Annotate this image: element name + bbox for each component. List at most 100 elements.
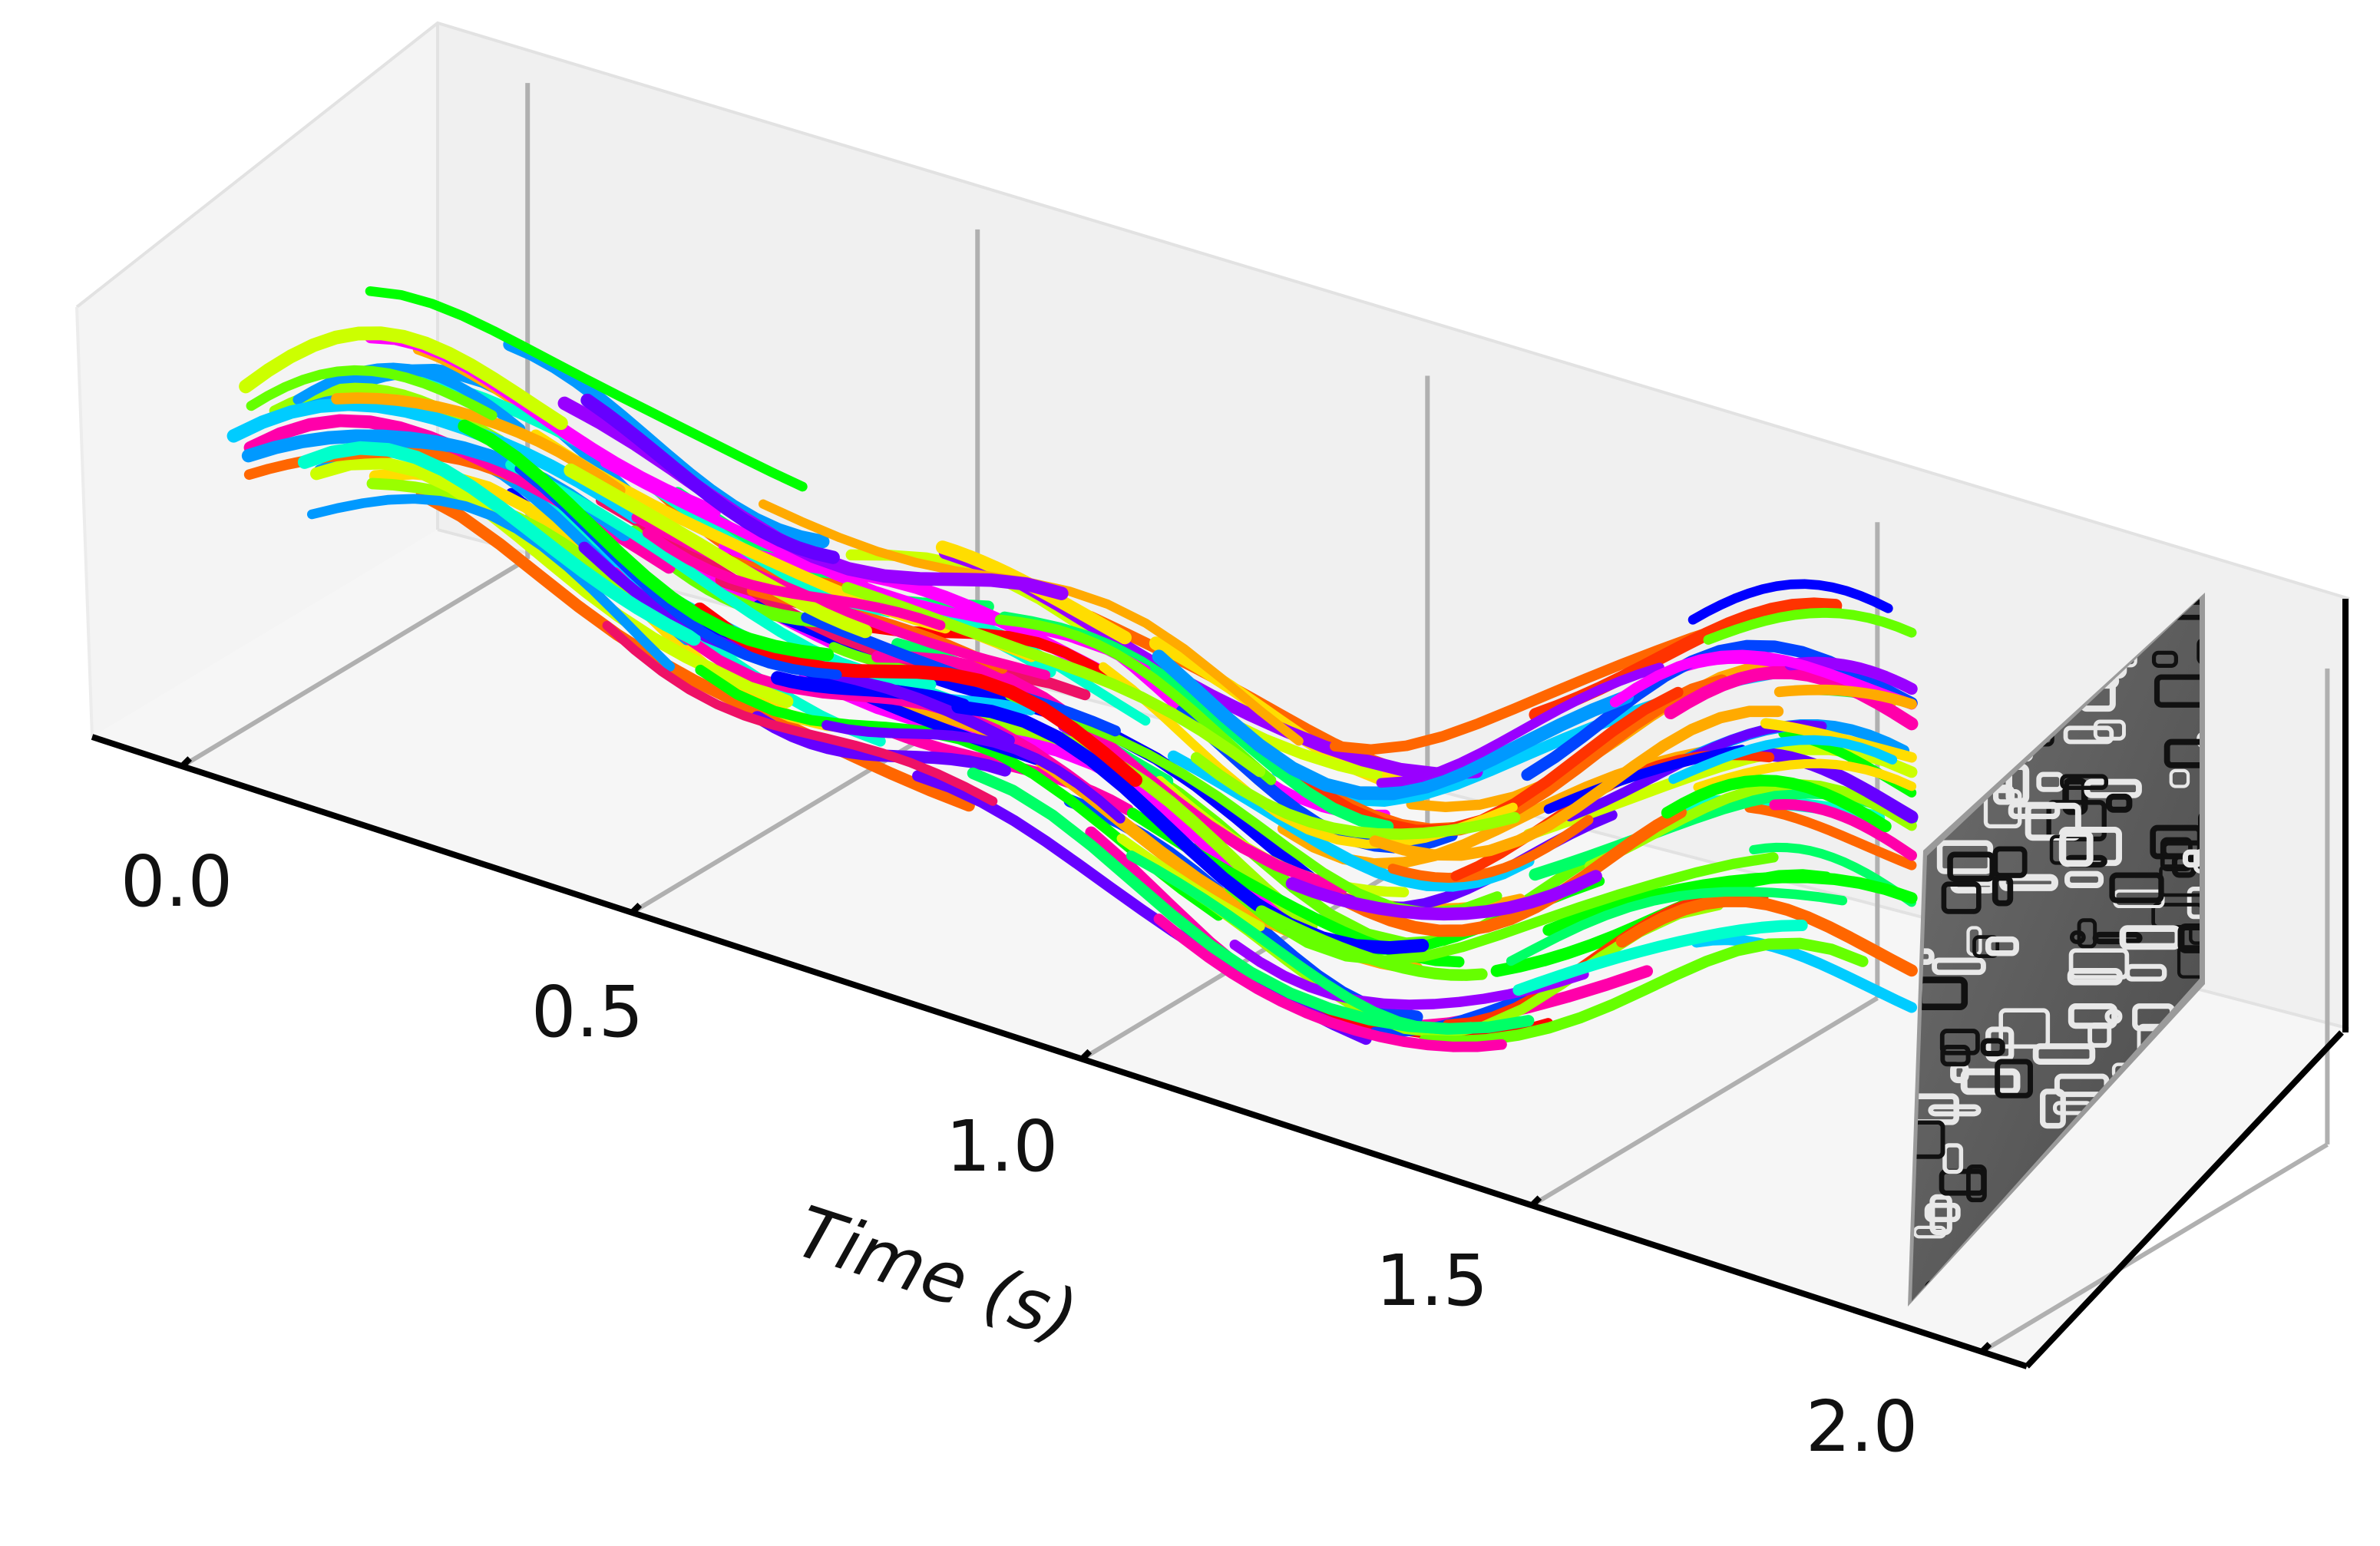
- frame-texture-mark: [2109, 872, 2164, 903]
- frame-texture-mark: [1983, 788, 2022, 829]
- x-tick-mark: [1079, 1049, 1092, 1062]
- frame-texture-mark: [2169, 768, 2190, 788]
- frame-texture-mark: [2163, 738, 2200, 768]
- frame-texture-mark: [2106, 793, 2133, 813]
- frame-texture-mark: [1960, 1068, 2021, 1095]
- trajectory-line: [1609, 649, 1917, 710]
- trajectory-line: [1418, 937, 1869, 1047]
- frame-texture-mark: [1940, 1044, 1971, 1067]
- frame-texture-mark: [2210, 1231, 2244, 1263]
- frame-texture-mark: [1998, 1008, 2051, 1049]
- trajectory-line: [1661, 775, 1892, 833]
- trajectory-line: [1369, 705, 1784, 861]
- frame-texture-mark: [2204, 1277, 2243, 1304]
- frame-texture-mark: [1972, 935, 2000, 958]
- trajectory-line: [1506, 887, 1848, 966]
- frame-texture-mark: [2193, 849, 2200, 874]
- trajectory-line: [1703, 607, 1917, 645]
- event-frame-image: [1912, 599, 2200, 1301]
- trajectory-line: [1769, 798, 1918, 861]
- x-tick-mark: [180, 756, 193, 768]
- frame-texture-mark: [1928, 1104, 1982, 1117]
- frame-texture-mark: [2059, 830, 2094, 867]
- frame-texture-mark: [2154, 674, 2200, 708]
- trajectory-line: [841, 582, 1266, 778]
- trajectory-line: [365, 286, 808, 492]
- trajectory-line: [1542, 871, 1918, 937]
- trajectory-line: [1664, 666, 1919, 731]
- trajectory-line: [580, 393, 840, 564]
- frame-texture-mark: [2008, 801, 2061, 820]
- frame-texture-mark: [2093, 719, 2126, 741]
- frame-texture-mark: [1985, 936, 2019, 956]
- trajectory-line: [821, 720, 1126, 824]
- trajectory-line: [1668, 735, 1898, 785]
- trajectory-line: [1512, 919, 1808, 996]
- trajectory-line: [994, 614, 1277, 785]
- trajectory-group: [226, 286, 1919, 1052]
- frame-texture-mark: [2063, 725, 2114, 745]
- trajectory-line: [1190, 752, 1521, 840]
- trajectory-line: [1126, 851, 1476, 1035]
- trajectory-line: [1744, 802, 1917, 870]
- trajectory-line: [1751, 747, 1919, 824]
- x-tick-label: 1.5: [1376, 1240, 1488, 1322]
- frame-texture-mark: [2104, 1009, 2123, 1024]
- trajectory-line: [1773, 684, 1917, 710]
- trajectory-line: [1693, 758, 1917, 792]
- x-tick-mark: [630, 903, 643, 915]
- frame-texture-mark: [2166, 1263, 2194, 1293]
- trajectory-line: [1376, 662, 1664, 788]
- trajectory-line: [1153, 913, 1507, 1052]
- axis-group: [91, 599, 2349, 1369]
- trajectory-line: [871, 650, 1349, 894]
- trajectory-line: [1687, 579, 1893, 625]
- frame-texture-mark: [1932, 957, 1986, 976]
- floor-gridline: [1530, 996, 1879, 1207]
- frame-texture-mark: [2177, 923, 2200, 953]
- frame-texture-mark: [2189, 923, 2200, 945]
- trajectory-line: [310, 456, 794, 708]
- frame-texture-mark: [2202, 1307, 2253, 1339]
- trajectory-line: [297, 441, 701, 646]
- x-axis-line: [91, 734, 2028, 1369]
- frame-texture-mark: [1995, 1059, 2033, 1098]
- frame-texture-mark: [2060, 774, 2109, 791]
- frame-texture-mark: [2120, 1300, 2159, 1301]
- trajectory-line: [458, 419, 835, 662]
- trajectory-line: [564, 463, 872, 639]
- x-tick-label: 0.5: [531, 971, 643, 1053]
- frame-texture-mark: [2187, 886, 2200, 920]
- trajectory-line: [1285, 870, 1602, 921]
- frame-texture-mark: [1947, 851, 1996, 882]
- trajectory-line: [415, 488, 975, 812]
- trajectory-line: [642, 527, 946, 631]
- frame-texture-mark: [1939, 1029, 1980, 1055]
- frame-texture-mark: [2068, 948, 2130, 979]
- frame-texture-mark: [1998, 874, 2058, 891]
- trajectory-line: [1543, 745, 1747, 814]
- frame-texture-mark: [2177, 945, 2200, 979]
- trajectory-line: [771, 671, 970, 712]
- trajectory-line: [1224, 852, 1779, 966]
- frame-texture-mark: [2160, 1264, 2200, 1301]
- y-axis-line: [2025, 1030, 2344, 1369]
- trajectory-line: [1336, 805, 1687, 937]
- frame-texture-mark: [2124, 963, 2167, 982]
- trajectory-line: [1255, 905, 1488, 981]
- frame-texture-mark: [2064, 870, 2104, 888]
- x-tick-label: 0.0: [121, 841, 233, 923]
- frame-texture-mark: [1939, 1168, 1986, 1196]
- trajectory-line: [1387, 814, 1594, 883]
- pane-edge: [75, 306, 94, 738]
- x-tick-labels: 0.0 0.5 1.0 1.5 2.0: [121, 841, 1918, 1468]
- frame-texture-mark: [2077, 918, 2097, 949]
- trajectory-line: [293, 362, 526, 434]
- trajectory-line: [1691, 934, 1918, 1013]
- frame-texture-mark: [1992, 874, 2014, 907]
- frame-texture-mark: [2039, 1088, 2066, 1129]
- trajectory-line: [331, 392, 626, 496]
- back-pane: [438, 23, 2349, 1029]
